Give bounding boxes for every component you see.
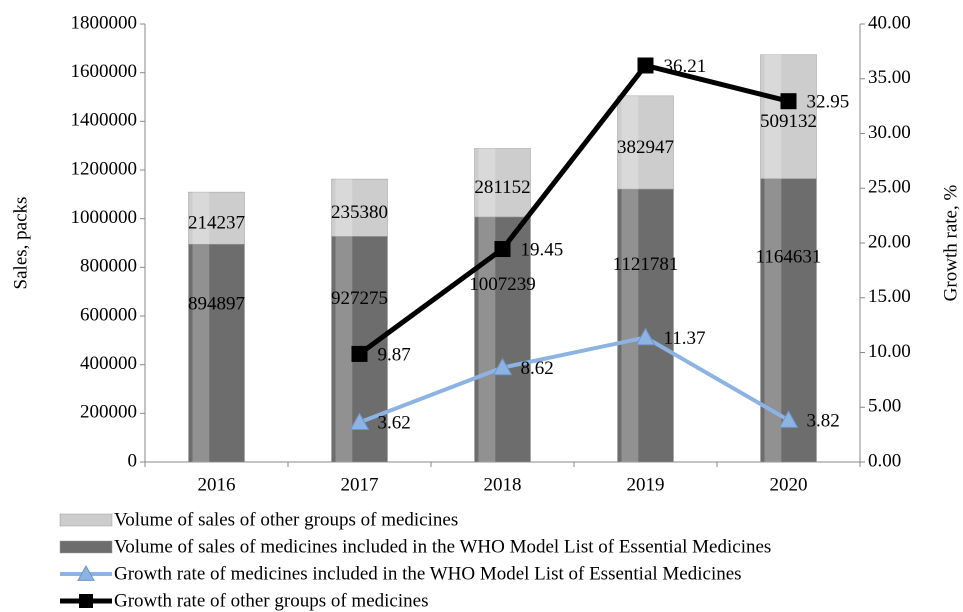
line <box>358 335 790 425</box>
legend-label: Growth rate of other groups of medicines <box>114 590 428 611</box>
y-tick-label: 400000 <box>80 353 137 374</box>
bar-highlight <box>478 148 496 217</box>
bar-highlight <box>621 189 639 462</box>
bar <box>474 216 531 463</box>
legend-marker <box>77 564 95 581</box>
y2-tick-label: 15.00 <box>868 286 911 307</box>
y2-axis-label: Growth rate, % <box>940 185 961 302</box>
bar <box>617 95 674 190</box>
data-label: 1164631 <box>756 246 822 267</box>
data-label: 3.82 <box>807 411 840 432</box>
legend-swatch <box>59 513 113 527</box>
data-label: 3.62 <box>378 413 411 434</box>
y-tick-label: 1400000 <box>71 110 138 131</box>
y-tick-label: 1200000 <box>71 158 138 179</box>
y-tick-label: 600000 <box>80 304 137 325</box>
data-label: 8.62 <box>521 358 554 379</box>
x-tick-label: 2016 <box>198 474 236 495</box>
y2-tick-label: 20.00 <box>868 231 911 252</box>
y2-tick-label: 10.00 <box>868 341 911 362</box>
legend-swatch <box>59 540 113 554</box>
bar <box>188 243 245 463</box>
y2-tick-label: 40.00 <box>868 12 911 33</box>
y2-tick-label: 5.00 <box>868 396 901 417</box>
bar-highlight <box>621 95 639 190</box>
point <box>494 241 511 258</box>
data-label: 1007239 <box>469 274 536 295</box>
bar <box>188 191 245 245</box>
data-label: 1121781 <box>613 254 679 275</box>
point <box>635 327 656 346</box>
y-tick-label: 1000000 <box>71 207 138 228</box>
point <box>637 57 654 74</box>
bar-highlight <box>335 236 353 462</box>
data-label: 382947 <box>617 137 674 158</box>
y-axis-label: Sales, packs <box>10 197 31 290</box>
y2-tick-label: 35.00 <box>868 67 911 88</box>
data-label: 281152 <box>474 177 530 198</box>
point <box>351 345 368 362</box>
y-tick-label: 1600000 <box>71 61 138 82</box>
bar-highlight <box>192 192 210 245</box>
point <box>780 93 797 110</box>
data-label: 235380 <box>331 202 388 223</box>
bar-highlight <box>192 244 210 462</box>
data-label: 36.21 <box>664 56 707 77</box>
data-label: 927275 <box>331 288 388 309</box>
bar <box>760 178 817 463</box>
bar <box>760 54 817 179</box>
legend-label: Volume of sales of medicines included in… <box>114 536 771 557</box>
y-tick-label: 0 <box>128 450 138 471</box>
y-tick-label: 1800000 <box>71 12 138 33</box>
y2-tick-label: 25.00 <box>868 177 911 198</box>
point <box>492 357 513 376</box>
bar <box>474 148 531 218</box>
bar-highlight <box>335 179 353 237</box>
data-label: 214237 <box>188 213 245 234</box>
bar-highlight <box>478 216 496 462</box>
line <box>358 62 790 356</box>
data-label: 19.45 <box>521 239 564 260</box>
x-tick-label: 2019 <box>627 474 665 495</box>
bar-highlight <box>764 178 782 463</box>
data-label: 32.95 <box>807 92 850 113</box>
data-label: 9.87 <box>378 344 411 365</box>
x-tick-label: 2020 <box>770 474 808 495</box>
legend-label: Growth rate of medicines included in the… <box>114 563 742 584</box>
y2-tick-label: 0.00 <box>868 450 901 471</box>
y-tick-label: 200000 <box>80 402 137 423</box>
data-label: 11.37 <box>664 328 706 349</box>
data-label: 894897 <box>188 294 245 315</box>
legend-label: Volume of sales of other groups of medic… <box>114 509 458 530</box>
data-label: 509132 <box>760 111 817 132</box>
point <box>349 412 370 431</box>
y-tick-label: 800000 <box>80 256 137 277</box>
point <box>778 410 799 428</box>
legend-marker <box>79 594 93 608</box>
x-tick-label: 2017 <box>341 474 379 495</box>
x-tick-label: 2018 <box>484 474 522 495</box>
bar <box>331 178 388 237</box>
bar <box>617 188 674 463</box>
y2-tick-label: 30.00 <box>868 122 911 143</box>
bar-highlight <box>764 54 782 179</box>
